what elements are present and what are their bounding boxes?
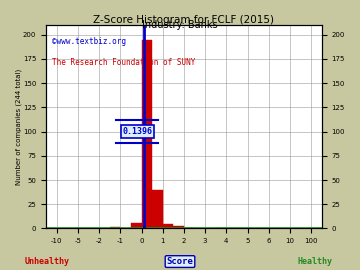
Text: Score: Score — [167, 257, 193, 266]
Text: ©www.textbiz.org: ©www.textbiz.org — [51, 37, 126, 46]
Text: Industry: Banks: Industry: Banks — [142, 20, 218, 30]
Text: The Research Foundation of SUNY: The Research Foundation of SUNY — [51, 58, 195, 67]
Text: Unhealthy: Unhealthy — [24, 257, 69, 266]
Y-axis label: Number of companies (244 total): Number of companies (244 total) — [15, 69, 22, 185]
Bar — [174, 225, 184, 228]
Title: Z-Score Histogram for FCLF (2015): Z-Score Histogram for FCLF (2015) — [94, 15, 274, 25]
Bar — [141, 39, 152, 228]
Bar — [163, 224, 174, 228]
Bar — [110, 227, 120, 228]
Text: Healthy: Healthy — [297, 257, 333, 266]
Bar — [152, 190, 163, 228]
Bar — [131, 223, 141, 228]
Text: 0.1396: 0.1396 — [122, 127, 152, 136]
